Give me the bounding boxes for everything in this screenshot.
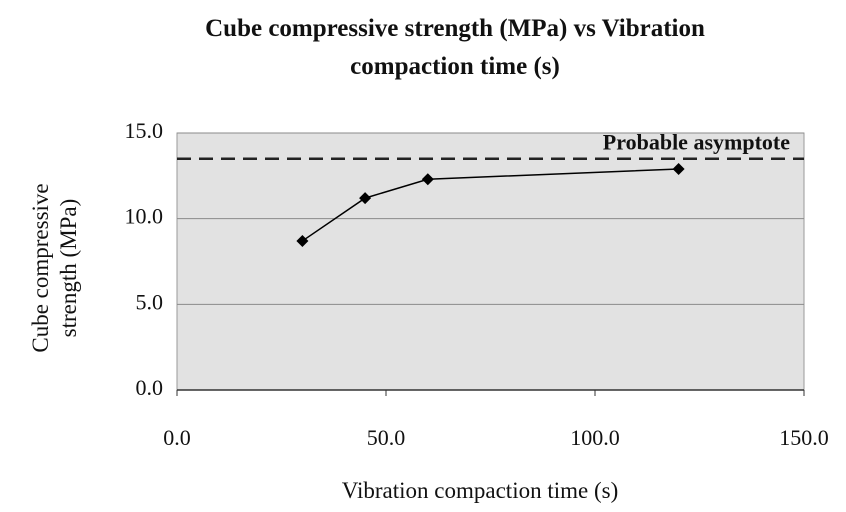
y-axis-label: Cube compressive strength (MPa) xyxy=(28,183,81,353)
x-tick-label: 50.0 xyxy=(367,425,406,450)
chart-title: Cube compressive strength (MPa) vs Vibra… xyxy=(205,15,705,80)
y-tick-label: 5.0 xyxy=(136,289,164,314)
x-tick-label: 150.0 xyxy=(779,425,829,450)
data-point xyxy=(672,162,685,175)
data-point xyxy=(296,234,309,247)
x-axis-label: Vibration compaction time (s) xyxy=(341,478,619,503)
y-tick-label: 10.0 xyxy=(125,204,164,229)
y-tick-label: 0.0 xyxy=(136,375,164,400)
series-line xyxy=(301,168,679,242)
plot-area xyxy=(176,132,805,391)
y-tick-label: 15.0 xyxy=(125,118,164,143)
data-point xyxy=(359,192,372,205)
data-point xyxy=(421,173,434,186)
x-tick-label: 0.0 xyxy=(163,425,191,450)
asymptote-label: Probable asymptote xyxy=(603,130,790,155)
x-tick-label: 100.0 xyxy=(570,425,620,450)
